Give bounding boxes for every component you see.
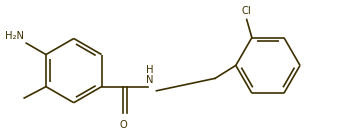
Text: H₂N: H₂N bbox=[5, 31, 24, 41]
Text: O: O bbox=[119, 120, 127, 130]
Text: H
N: H N bbox=[146, 65, 154, 85]
Text: Cl: Cl bbox=[242, 6, 251, 16]
